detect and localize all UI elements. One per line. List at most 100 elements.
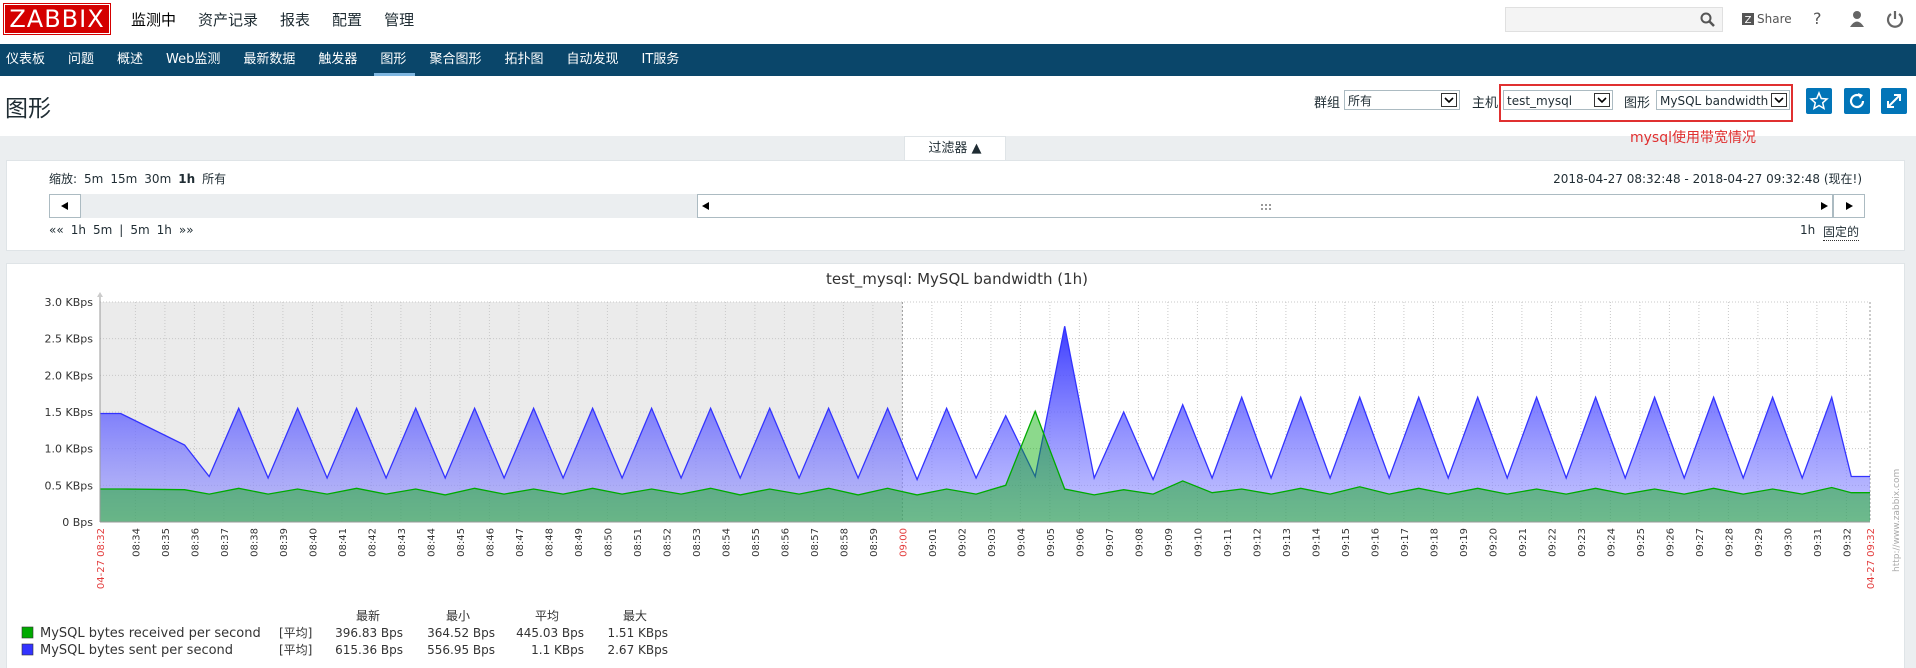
y-tick-label: 2.0 KBps [45,369,94,382]
group-select[interactable]: 所有 [1344,90,1460,110]
x-tick-label: 08:35 [161,528,172,557]
legend-swatch [21,643,34,656]
legend-value: 615.36 Bps [335,643,403,657]
y-tick-label: 0 Bps [62,516,93,529]
menu-item[interactable]: 报表 [280,11,311,29]
logout-icon[interactable] [1886,10,1904,28]
filter-tab[interactable]: 过滤器 ▲ [904,136,1006,161]
y-tick-label: 1.5 KBps [45,406,94,419]
zoom-label: 缩放: [49,172,78,186]
x-tick-label: 08:54 [721,528,732,557]
menu-item[interactable]: 管理 [384,11,415,29]
nav-item[interactable]: 触发器 [318,52,358,67]
nav-item[interactable]: 仪表板 [6,52,46,67]
nav-item[interactable]: 聚合图形 [429,52,482,67]
period-link[interactable]: | [119,223,124,237]
x-tick-label: 09:15 [1341,528,1352,557]
x-tick-label: 09:12 [1252,528,1263,557]
x-tick-label: 09:29 [1754,528,1765,557]
x-tick-label: 09:22 [1547,528,1558,557]
host-value: test_mysql [1507,94,1573,108]
help-link[interactable]: ? [1813,9,1822,28]
period-link[interactable]: »» [178,223,194,237]
y-tick-label: 0.5 KBps [45,479,94,492]
graph-label: 图形 [1624,96,1651,111]
x-tick-label: 08:49 [574,528,585,557]
x-tick-label: 08:40 [308,528,319,557]
arrow-icon [61,202,68,210]
period-value: 1h [1800,223,1816,237]
x-tick-label: 09:24 [1606,528,1617,557]
x-tick-label: 09:04 [1016,528,1027,557]
menu-item[interactable]: 资产记录 [198,11,259,29]
scroll-left-button[interactable] [49,194,81,218]
x-tick-label: 09:07 [1105,528,1116,557]
scroll-bar[interactable] [697,194,1833,218]
graph-select[interactable]: MySQL bandwidth [1656,90,1790,110]
zoom-option[interactable]: 15m [110,172,138,186]
favorite-button[interactable] [1806,88,1832,114]
x-tick-label: 08:58 [839,528,850,557]
series-line [100,326,1870,482]
nav-item[interactable]: 最新数据 [243,52,296,67]
y-tick-label: 2.5 KBps [45,333,94,346]
page-title: 图形 [5,96,51,122]
nav-item[interactable]: 概述 [117,52,144,67]
host-select[interactable]: test_mysql [1503,90,1613,110]
legend-name: MySQL bytes received per second [40,626,261,641]
nav-item[interactable]: 问题 [68,52,95,67]
menu-item[interactable]: 配置 [332,11,363,29]
scroll-right-button[interactable] [1833,194,1865,218]
period-mode[interactable]: 固定的 [1823,225,1860,241]
legend-value: 1.51 KBps [607,626,668,640]
nav-item[interactable]: IT服务 [641,52,680,67]
period-link[interactable]: 5m [92,223,113,237]
zoom-option[interactable]: 1h [178,172,196,186]
period-link[interactable]: 1h [70,223,86,237]
x-tick-label: 04-27 08:32 [96,528,107,589]
series-line [100,409,1870,496]
zoom-option[interactable]: 30m [144,172,172,186]
x-tick-label: 08:43 [397,528,408,557]
logo[interactable]: ZABBIX [4,4,110,34]
graph-value: MySQL bandwidth [1660,94,1769,108]
host-label: 主机 [1472,96,1499,111]
x-tick-label: 09:27 [1695,528,1706,557]
x-tick-label: 09:25 [1636,528,1647,557]
legend-function: [平均] [279,626,312,640]
search-box[interactable] [1505,7,1723,32]
x-tick-label: 08:36 [190,528,201,557]
refresh-button[interactable] [1844,88,1870,114]
user-icon[interactable] [1849,10,1865,28]
legend-header: 平均 [535,609,559,623]
zoom-options: 5m 15m 30m 1h 所有 [84,170,233,187]
nav-item[interactable]: 拓扑图 [504,52,544,67]
area-fill [100,326,1870,522]
legend-swatch [21,626,34,639]
x-tick-label: 09:28 [1724,528,1735,557]
nav-item[interactable]: 图形 [374,44,415,76]
fullscreen-button[interactable] [1881,88,1907,114]
nav-item[interactable]: 自动发现 [566,52,619,67]
y-axis-arrow [97,292,103,297]
legend-value: 2.67 KBps [607,643,668,657]
zoom-option[interactable]: 5m [84,172,104,186]
nav-item[interactable]: Web监测 [166,52,221,67]
period-link[interactable]: «« [49,223,64,237]
scroll-handles [702,202,1828,210]
x-tick-label: 09:19 [1459,528,1470,557]
watermark: http://www.zabbix.com [1892,469,1902,572]
share-link[interactable]: Share [1757,12,1792,26]
menu-item[interactable]: 监测中 [131,11,177,29]
zoom-option[interactable]: 所有 [202,172,227,186]
period-link[interactable]: 1h [156,223,172,237]
x-tick-label: 09:02 [957,528,968,557]
x-tick-label: 08:55 [751,528,762,557]
legend-value: 396.83 Bps [335,626,403,640]
period-link[interactable]: 5m [130,223,150,237]
x-tick-label: 09:09 [1164,528,1175,557]
search-icon [1700,12,1715,27]
dropdown-arrow [1441,93,1457,107]
legend-value: 364.52 Bps [427,626,495,640]
